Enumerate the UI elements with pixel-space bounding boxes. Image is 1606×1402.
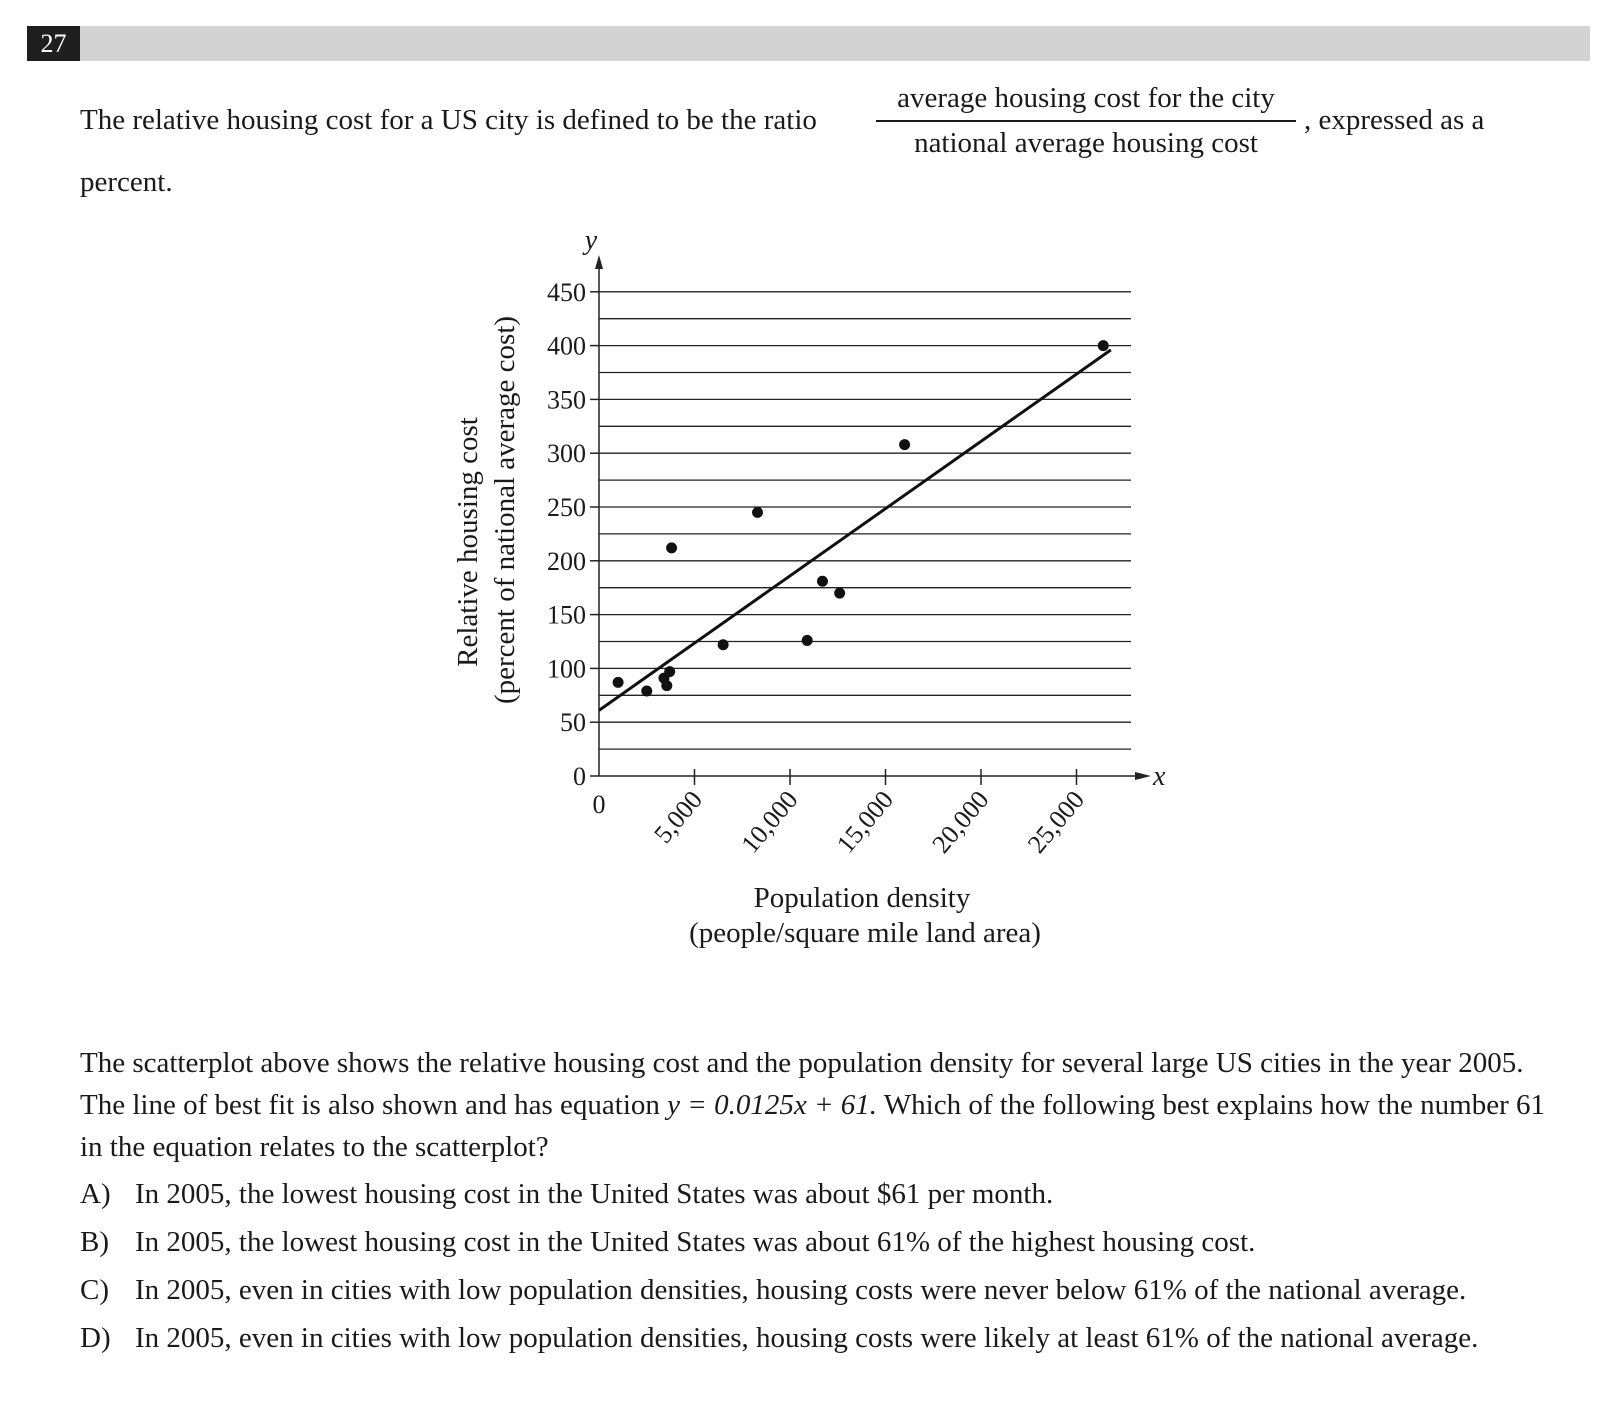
x-tick-label: 0	[593, 790, 606, 819]
data-point	[834, 587, 846, 599]
x-tick-label: 15,000	[831, 785, 899, 858]
x-axis-symbol: x	[1152, 761, 1166, 792]
paragraph-part1: The scatterplot above shows the relative…	[80, 1047, 1524, 1121]
y-tick-label: 350	[547, 385, 586, 414]
choice-text: In 2005, the lowest housing cost in the …	[135, 1226, 1256, 1258]
y-axis-arrow	[595, 255, 603, 269]
y-tick-label: 50	[560, 708, 586, 737]
choice-letter: C)	[80, 1274, 109, 1306]
axis-labels: Population density (people/square mile l…	[452, 225, 1166, 949]
question-number: 27	[27, 26, 80, 61]
best-fit-line-group	[598, 348, 1112, 712]
y-tick-label: 0	[573, 762, 586, 791]
y-axis-label-line1: Relative housing cost	[452, 417, 484, 667]
y-tick-label: 100	[547, 654, 586, 683]
scatterplot: 0 50 100 150 200 250 300 350 400 450 0 5,000 10,000 1…	[452, 225, 1166, 949]
data-point	[801, 634, 813, 646]
data-point	[641, 685, 653, 697]
data-points	[612, 340, 1109, 697]
choice-letter: D)	[80, 1322, 111, 1354]
question-intro: The relative housing cost for a US city …	[80, 104, 817, 136]
x-axis-arrow	[1135, 772, 1151, 780]
x-tick-label: 5,000	[648, 785, 708, 848]
choice-b[interactable]: B) In 2005, the lowest housing cost in th…	[80, 1226, 1255, 1259]
y-tick-label: 200	[547, 547, 586, 576]
choice-text: In 2005, even in cities with low populat…	[135, 1322, 1479, 1354]
x-tick-label: 25,000	[1022, 785, 1090, 858]
y-tick-label: 150	[547, 601, 586, 630]
grid-lines	[599, 291, 1131, 750]
choice-a[interactable]: A) In 2005, the lowest housing cost in th…	[80, 1178, 1053, 1211]
choice-c[interactable]: C) In 2005, even in cities with low popul…	[80, 1274, 1466, 1307]
fraction-bar	[876, 120, 1296, 122]
y-axis-symbol: y	[582, 225, 598, 256]
data-point	[1097, 340, 1109, 352]
data-point	[752, 506, 764, 518]
x-axis-label-line2: (people/square mile land area)	[689, 917, 1041, 949]
choice-letter: A)	[80, 1178, 111, 1210]
choice-text: In 2005, even in cities with low populat…	[135, 1274, 1467, 1306]
question-header-bar	[27, 26, 1590, 61]
data-point	[666, 542, 678, 554]
ratio-fraction: average housing cost for the city nation…	[876, 82, 1296, 160]
x-tick-label: 20,000	[926, 785, 994, 858]
data-point	[661, 680, 673, 692]
y-tick-label: 450	[547, 278, 586, 307]
best-fit-line	[598, 348, 1112, 712]
data-point	[816, 575, 828, 587]
y-axis-label-line2: (percent of national average cost)	[489, 316, 521, 704]
choice-text: In 2005, the lowest housing cost in the …	[135, 1178, 1054, 1210]
fraction-numerator: average housing cost for the city	[897, 82, 1275, 114]
y-tick-label: 400	[547, 332, 586, 361]
y-tick-label: 250	[547, 493, 586, 522]
choice-letter: B)	[80, 1226, 109, 1258]
question-intro-end: percent.	[80, 166, 173, 198]
question-intro-continued: , expressed as a	[1304, 104, 1485, 136]
paragraph-part2: Which of the following best explains how…	[80, 1089, 1545, 1163]
data-point	[899, 439, 911, 451]
data-point	[612, 676, 624, 688]
fraction-denominator: national average housing cost	[914, 127, 1258, 159]
best-fit-equation: y = 0.0125x + 61.	[667, 1089, 878, 1121]
x-axis-label-line1: Population density	[754, 882, 971, 914]
data-point	[664, 666, 676, 678]
choice-d[interactable]: D) In 2005, even in cities with low popul…	[80, 1322, 1478, 1355]
data-point	[717, 639, 729, 651]
y-tick-label: 300	[547, 439, 586, 468]
question-paragraph: The scatterplot above shows the relative…	[80, 1042, 1560, 1168]
x-tick-label: 10,000	[735, 785, 803, 858]
